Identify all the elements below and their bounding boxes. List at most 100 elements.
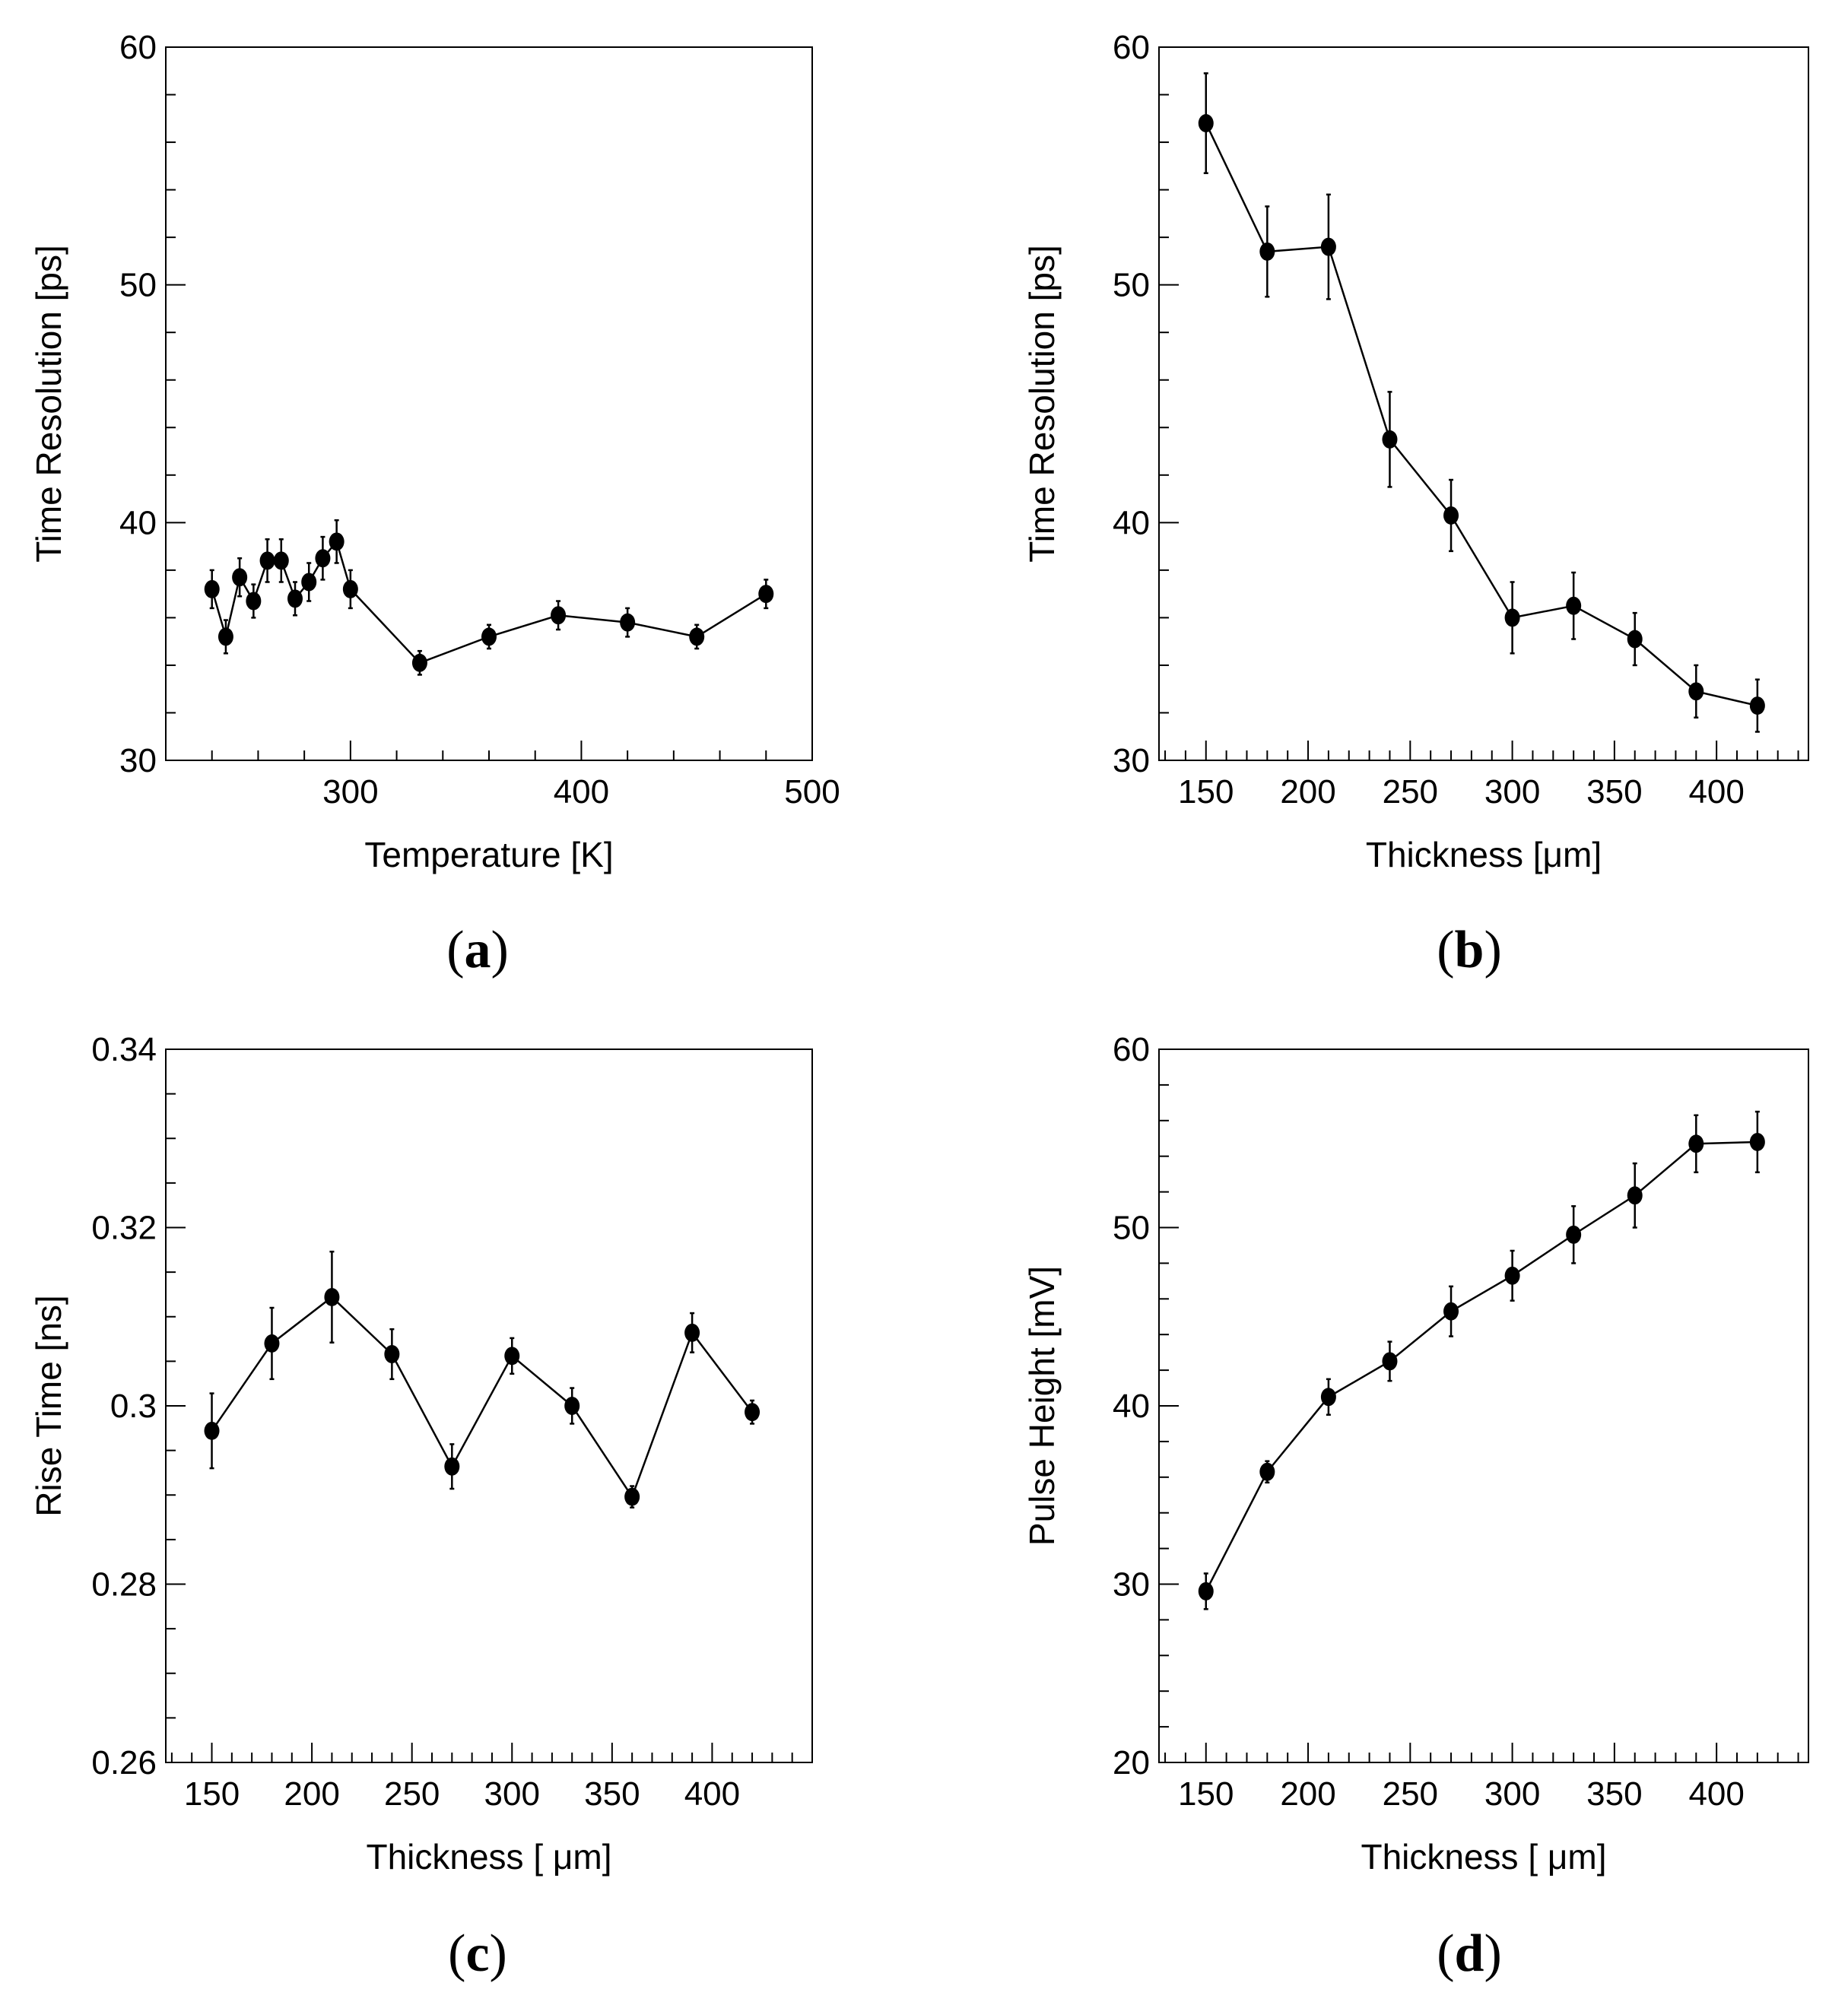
data-point bbox=[1504, 1266, 1520, 1285]
plot-frame bbox=[1158, 46, 1809, 761]
data-point bbox=[1749, 696, 1765, 715]
data-point bbox=[620, 613, 636, 632]
data-point bbox=[1688, 1134, 1704, 1153]
x-tick-label: 350 bbox=[584, 1775, 640, 1813]
data-point bbox=[259, 551, 275, 570]
chart-panel-b: 150 200 250 300 350 400 30 40 50 60 Thickness [μm]… bbox=[1022, 29, 1809, 874]
data-point bbox=[1566, 596, 1582, 615]
chart-panel-a: 300 400 500 30 40 50 60 Temperature [K] Time Res… bbox=[29, 29, 840, 874]
y-tick-label: 50 bbox=[1113, 267, 1150, 304]
panel-label-b: (b) bbox=[1437, 921, 1502, 979]
data-point bbox=[684, 1323, 700, 1342]
panel-labels: (a) (b) (c) (d) bbox=[446, 921, 1502, 1983]
x-tick-label: 400 bbox=[1688, 1775, 1744, 1813]
data-point bbox=[504, 1347, 520, 1366]
y-tick-label: 40 bbox=[1113, 1388, 1150, 1425]
x-tick-label: 400 bbox=[1688, 773, 1744, 811]
data-point bbox=[1198, 1581, 1214, 1601]
y-tick-label: 30 bbox=[119, 742, 157, 779]
data-point bbox=[1382, 430, 1398, 449]
data-point bbox=[204, 579, 220, 598]
data-point bbox=[1749, 1132, 1765, 1151]
y-tick-label: 40 bbox=[119, 504, 157, 541]
data-point bbox=[264, 1334, 280, 1353]
y-axis-title: Pulse Height [mV] bbox=[1022, 1266, 1062, 1546]
data-point bbox=[315, 549, 331, 568]
x-axis-title: Thickness [ μm] bbox=[366, 1837, 611, 1877]
data-point bbox=[218, 627, 233, 646]
data-point bbox=[411, 653, 427, 672]
x-tick-label: 200 bbox=[284, 1775, 339, 1813]
data-point bbox=[1320, 1388, 1336, 1407]
y-axis-title: Time Resolution [ps] bbox=[29, 245, 68, 563]
data-point bbox=[324, 1287, 340, 1306]
x-axis-title: Thickness [ μm] bbox=[1361, 1837, 1606, 1877]
x-tick-label: 300 bbox=[484, 1775, 540, 1813]
x-tick-label: 200 bbox=[1280, 1775, 1335, 1813]
x-tick-label: 250 bbox=[1383, 1775, 1438, 1813]
data-point bbox=[745, 1403, 760, 1422]
x-tick-label: 400 bbox=[554, 773, 609, 811]
chart-panel-c: 150 200 250 300 350 400 0.26 0.28 0.3 0.32 0.34 Thi… bbox=[29, 1031, 813, 1877]
data-point bbox=[1443, 506, 1459, 525]
y-tick-label: 60 bbox=[1113, 1031, 1150, 1068]
data-point bbox=[1566, 1225, 1582, 1244]
data-point bbox=[204, 1421, 220, 1440]
x-tick-label: 400 bbox=[684, 1775, 740, 1813]
data-point bbox=[1320, 237, 1336, 256]
data-point bbox=[444, 1457, 460, 1476]
data-point bbox=[1443, 1302, 1459, 1321]
series-pulse-height-vs-thickness bbox=[1198, 1110, 1765, 1610]
data-point bbox=[1198, 114, 1214, 133]
data-point bbox=[564, 1397, 580, 1415]
data-point bbox=[1627, 1186, 1643, 1205]
data-point bbox=[1382, 1352, 1398, 1371]
y-tick-label: 0.34 bbox=[91, 1031, 157, 1068]
y-tick-label: 60 bbox=[1113, 29, 1150, 66]
data-point bbox=[1504, 608, 1520, 627]
data-point bbox=[1688, 682, 1704, 701]
data-point bbox=[329, 532, 345, 551]
data-point bbox=[287, 589, 303, 608]
y-axis-title: Time Resolution [ps] bbox=[1022, 245, 1062, 563]
x-tick-label: 350 bbox=[1586, 773, 1642, 811]
y-tick-label: 30 bbox=[1113, 742, 1150, 779]
panel-label-a: (a) bbox=[446, 921, 509, 979]
x-tick-label: 200 bbox=[1280, 773, 1335, 811]
x-tick-label: 150 bbox=[184, 1775, 240, 1813]
y-tick-label: 50 bbox=[1113, 1210, 1150, 1247]
data-point bbox=[551, 606, 567, 625]
y-tick-label: 20 bbox=[1113, 1744, 1150, 1781]
data-point bbox=[481, 627, 497, 646]
data-point bbox=[273, 551, 289, 570]
y-tick-label: 0.32 bbox=[91, 1210, 157, 1247]
y-tick-label: 50 bbox=[119, 267, 157, 304]
y-axis-title: Rise Time [ns] bbox=[29, 1295, 68, 1516]
series-time-resolution-vs-thickness bbox=[1198, 72, 1765, 733]
data-point bbox=[758, 585, 774, 604]
y-tick-label: 0.3 bbox=[110, 1388, 157, 1425]
chart-panel-d: 150 200 250 300 350 400 20 30 40 50 60 Thickness [ … bbox=[1022, 1031, 1809, 1877]
x-tick-label: 300 bbox=[1484, 773, 1540, 811]
data-point bbox=[384, 1344, 400, 1363]
series-line bbox=[1205, 122, 1758, 707]
y-tick-label: 30 bbox=[1113, 1566, 1150, 1604]
x-tick-label: 150 bbox=[1178, 1775, 1234, 1813]
x-tick-label: 500 bbox=[784, 773, 840, 811]
y-tick-label: 0.28 bbox=[91, 1566, 157, 1604]
x-tick-label: 300 bbox=[1484, 1775, 1540, 1813]
data-point bbox=[624, 1487, 640, 1506]
y-tick-label: 60 bbox=[119, 29, 157, 66]
panels: 300 400 500 30 40 50 60 Temperature [K] Time Res… bbox=[29, 29, 1809, 1877]
series-time-resolution-vs-temperature bbox=[204, 519, 774, 676]
data-point bbox=[1259, 242, 1275, 261]
x-tick-label: 250 bbox=[1383, 773, 1438, 811]
x-tick-label: 300 bbox=[322, 773, 378, 811]
x-axis-title: Temperature [K] bbox=[364, 835, 613, 874]
series-line bbox=[1205, 1141, 1758, 1592]
x-tick-label: 250 bbox=[384, 1775, 440, 1813]
data-point bbox=[1259, 1462, 1275, 1481]
panel-label-d: (d) bbox=[1437, 1924, 1502, 1983]
